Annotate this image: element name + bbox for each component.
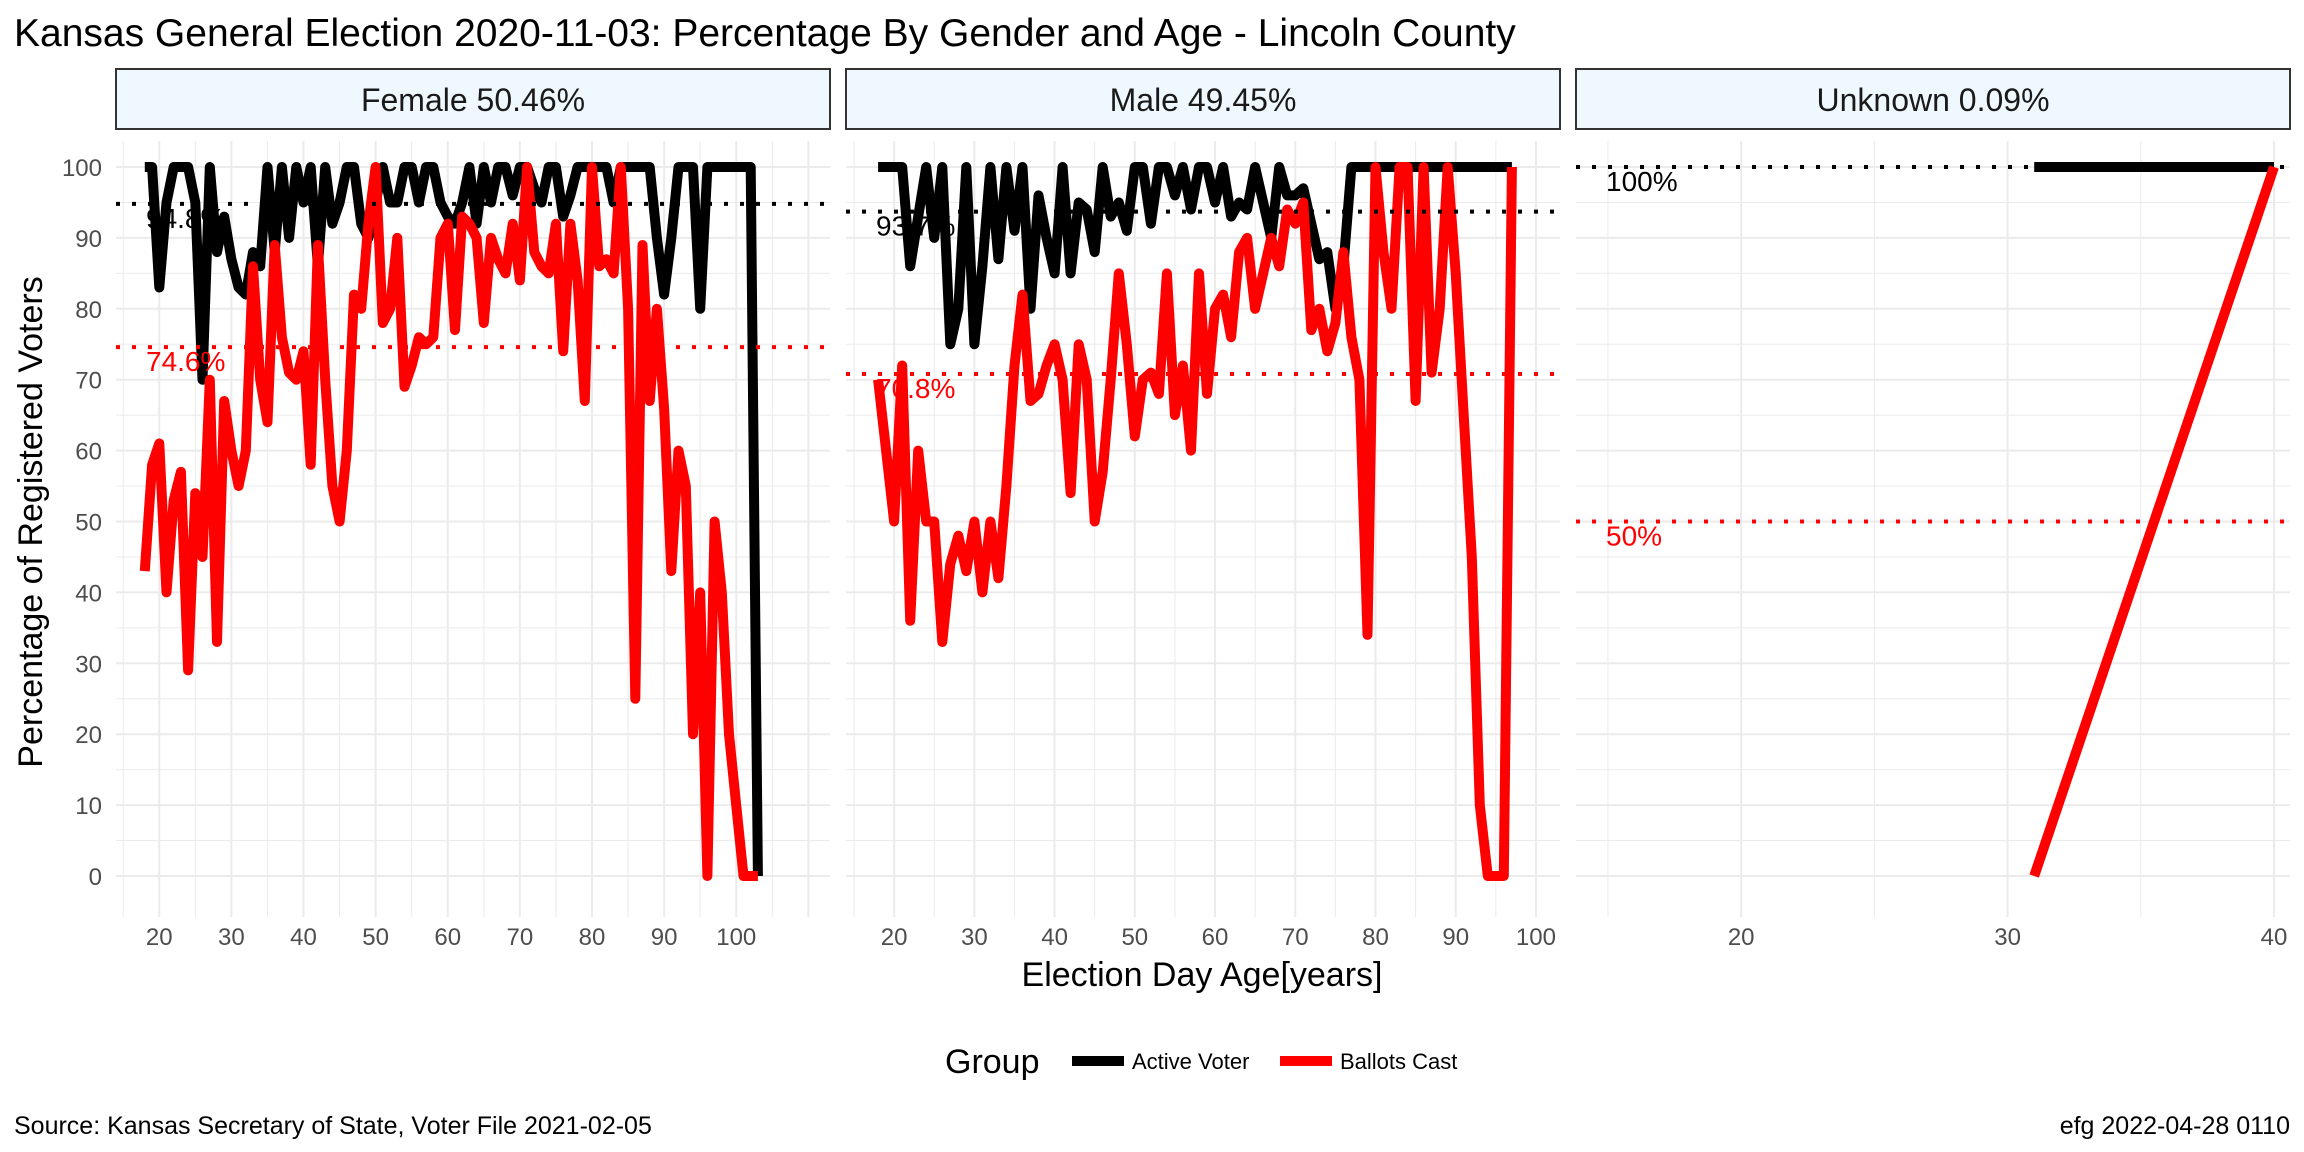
series-line-active-voter — [144, 162, 763, 877]
facet-panel-3: Unknown 0.09% 20 30 40 100% 50% — [1575, 68, 2291, 951]
y-tick-label-40: 40 — [75, 580, 102, 607]
y-tick-label-10: 10 — [75, 793, 102, 820]
y-tick-label-80: 80 — [75, 297, 102, 324]
x-tick-label-40: 40 — [290, 924, 317, 951]
x-tick-label-90: 90 — [1442, 924, 1469, 951]
x-tick-label-50: 50 — [1121, 924, 1148, 951]
y-tick-label-90: 90 — [75, 226, 102, 253]
facet-strip-label-2: Male 49.45% — [1110, 82, 1297, 118]
x-tick-label-20: 20 — [881, 924, 908, 951]
facet-strip-label-3: Unknown 0.09% — [1816, 82, 2049, 118]
reference-label-ballots-cast: 50% — [1606, 521, 1662, 552]
legend-items: Active Voter Ballots Cast — [1072, 1049, 1457, 1074]
facet-panel-2: Male 49.45% 20 30 40 50 60 70 80 90 100 93.7% 70.8% — [845, 68, 1561, 951]
reference-label-active-voter: 93.7% — [876, 211, 955, 242]
x-tick-label-20: 20 — [146, 924, 173, 951]
y-axis-label: Percentage of Registered Voters — [12, 276, 50, 767]
facet-panels: 0 10 20 30 40 50 60 70 80 90 100 Female 50.46% 20 30 4… — [62, 68, 2291, 951]
y-tick-label-30: 30 — [75, 651, 102, 678]
facet-strip-3 — [1575, 68, 2291, 130]
x-tick-label-40: 40 — [1041, 924, 1068, 951]
x-tick-label-50: 50 — [362, 924, 389, 951]
reference-label-active-voter: 100% — [1606, 166, 1678, 197]
reference-label-ballots-cast: 74.6% — [146, 346, 225, 377]
x-tick-label-60: 60 — [1202, 924, 1229, 951]
y-tick-label-50: 50 — [75, 510, 102, 537]
legend-title: Group — [945, 1043, 1040, 1081]
x-tick-label-40: 40 — [2261, 924, 2288, 951]
facet-strip-label-1: Female 50.46% — [361, 82, 585, 118]
series-line-ballots-cast — [139, 162, 758, 881]
x-tick-label-100: 100 — [716, 924, 756, 951]
legend-label-active-voter: Active Voter — [1132, 1049, 1249, 1074]
y-tick-label-20: 20 — [75, 722, 102, 749]
facet-strip-2 — [845, 68, 1561, 130]
x-tick-label-30: 30 — [218, 924, 245, 951]
x-tick-label-80: 80 — [1362, 924, 1389, 951]
reference-label-ballots-cast: 70.8% — [876, 373, 955, 404]
y-tick-label-100: 100 — [62, 155, 102, 182]
x-tick-label-60: 60 — [434, 924, 461, 951]
facet-panel-1: Female 50.46% 20 30 40 50 60 70 80 90 100 94.8% 74.… — [115, 68, 831, 951]
x-tick-label-30: 30 — [1994, 924, 2021, 951]
x-tick-label-30: 30 — [961, 924, 988, 951]
legend: Group Active Voter Ballots Cast — [945, 1043, 1457, 1081]
x-tick-label-100: 100 — [1516, 924, 1556, 951]
series-line-ballots-cast — [873, 162, 1517, 881]
legend-label-ballots-cast: Ballots Cast — [1340, 1049, 1457, 1074]
chart-title: Kansas General Election 2020-11-03: Perc… — [14, 12, 1516, 55]
x-tick-label-70: 70 — [1282, 924, 1309, 951]
y-tick-label-60: 60 — [75, 439, 102, 466]
x-tick-label-80: 80 — [579, 924, 606, 951]
reference-label-active-voter: 94.8% — [146, 203, 225, 234]
source-caption: Source: Kansas Secretary of State, Voter… — [14, 1112, 652, 1140]
x-tick-label-90: 90 — [651, 924, 678, 951]
facet-strip-1 — [115, 68, 831, 130]
y-tick-label-70: 70 — [75, 368, 102, 395]
x-tick-label-20: 20 — [1728, 924, 1755, 951]
x-axis-label: Election Day Age[years] — [1022, 956, 1383, 994]
timestamp-caption: efg 2022-04-28 0110 — [2060, 1112, 2290, 1140]
y-tick-label-0: 0 — [89, 864, 102, 891]
x-tick-label-70: 70 — [507, 924, 534, 951]
